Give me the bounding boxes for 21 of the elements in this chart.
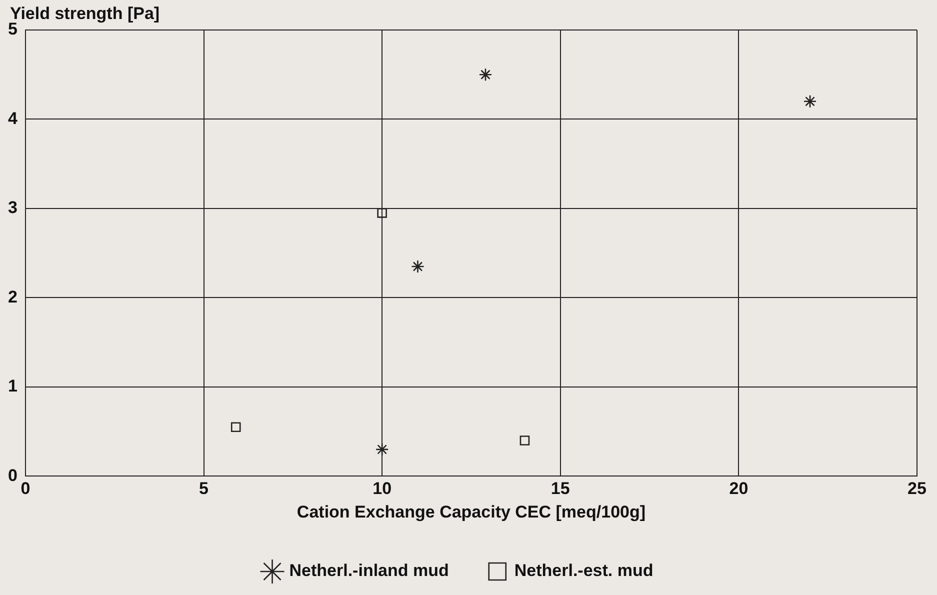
point bbox=[478, 68, 492, 82]
point bbox=[411, 260, 424, 274]
x-tick-label: 25 bbox=[908, 479, 926, 498]
x-tick-label: 20 bbox=[729, 479, 748, 498]
y-tick-label: 0 bbox=[8, 466, 18, 485]
point bbox=[803, 94, 817, 108]
x-tick-label: 15 bbox=[550, 479, 570, 498]
point bbox=[520, 436, 530, 446]
x-axis-title: Cation Exchange Capacity CEC [meq/100g] bbox=[296, 502, 646, 522]
point bbox=[230, 422, 241, 432]
y-tick-label: 1 bbox=[8, 376, 18, 396]
x-tick-label: 5 bbox=[199, 479, 208, 498]
point bbox=[377, 208, 387, 218]
x-tick-label: 10 bbox=[372, 479, 392, 498]
legend-label: Netherl.-est. mud bbox=[514, 561, 654, 580]
y-tick-label: 4 bbox=[8, 108, 18, 128]
x-tick-label: 0 bbox=[20, 479, 30, 498]
point bbox=[375, 442, 389, 456]
y-tick-label: 3 bbox=[8, 198, 18, 218]
legend-label: Netherl.-inland mud bbox=[289, 561, 449, 580]
y-tick-label: 2 bbox=[8, 287, 18, 306]
